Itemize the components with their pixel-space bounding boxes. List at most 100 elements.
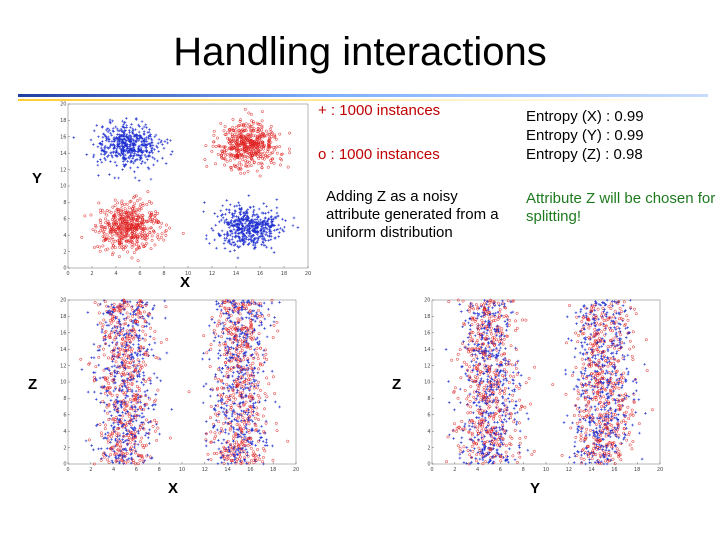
plus-point [127,155,131,159]
plus-point [129,154,132,158]
plus-point [283,225,286,229]
circle-point [266,155,270,159]
plus-point [115,329,118,333]
circle-point [118,439,122,443]
circle-point [469,405,473,409]
plus-point [114,454,118,458]
circle-point [130,374,134,378]
y-tick-label: 12 [60,167,66,173]
plus-point [504,420,508,423]
plus-point [131,319,135,323]
circle-point [125,372,129,376]
plus-point [154,403,157,407]
plus-point [226,365,230,369]
plus-point [137,431,140,435]
plus-point [86,311,90,314]
circle-point [521,318,525,322]
plus-point [253,367,257,370]
plus-point [255,317,259,320]
x-tick-label: 4 [114,271,117,277]
circle-point [136,208,140,212]
plus-point [132,356,135,360]
plus-point [244,394,248,398]
plus-point [139,401,143,404]
circle-point [222,129,226,133]
plus-point [113,176,117,180]
circle-point [219,450,223,454]
circle-point [497,340,501,344]
plus-point [241,227,244,230]
plus-point [461,429,465,432]
plus-point [133,309,137,312]
circle-point [121,229,124,233]
circle-point [232,379,236,383]
plus-point [126,443,129,447]
circle-point [250,129,254,132]
plus-point [126,324,130,328]
circle-point [215,452,219,455]
plus-point [219,399,222,402]
plus-point [485,387,489,391]
plus-point [104,338,107,341]
plus-point [257,236,260,240]
plus-point [231,216,234,219]
plus-point [213,212,217,215]
circle-point [488,357,492,361]
circle-point [587,400,591,404]
circle-point [615,325,619,329]
plus-point [130,142,134,145]
plus-point [225,237,228,240]
plus-point [114,150,118,154]
entropy-y: Entropy (Y) : 0.99 [526,127,644,144]
plus-point [225,218,228,221]
circle-point [142,245,146,249]
circle-point [219,427,223,431]
x-tick-label: 10 [179,467,185,473]
plus-point [129,155,133,158]
plus-point [262,349,266,352]
plus-point [236,343,239,346]
plus-point [254,378,258,382]
plus-point [263,360,266,364]
plus-point [105,128,108,132]
plus-point [231,426,235,429]
circle-point [229,394,233,397]
plus-point [217,232,220,236]
plus-point [236,435,240,439]
circle-point [458,446,462,450]
circle-point [275,320,279,324]
plus-point [153,157,156,161]
circle-point [524,318,528,322]
plus-point [603,364,607,367]
plus-point [104,139,108,142]
circle-point [260,166,264,170]
circle-point [581,415,585,419]
circle-point [593,444,597,448]
plus-point [253,380,256,383]
x-tick-label: 8 [158,467,161,473]
circle-point [228,331,232,334]
circle-point [627,417,631,420]
chart1-xlabel: X [180,274,191,291]
circle-point [104,423,108,427]
x-tick-label: 16 [247,467,253,473]
circle-point [488,381,492,385]
circle-point [230,146,233,150]
plus-point [468,428,472,431]
circle-point [261,147,265,151]
plus-point [251,309,254,313]
plus-point [228,211,231,214]
plus-point [136,150,140,153]
circle-point [619,373,623,377]
circle-point [628,347,632,351]
circle-point [257,332,261,336]
plus-point [258,453,261,457]
plus-point [267,211,270,214]
circle-point [122,460,126,464]
circle-point [486,371,490,375]
plus-point [227,359,231,362]
circle-point [100,434,104,438]
circle-point [241,380,245,384]
circle-point [141,329,145,333]
plus-point [262,238,266,242]
